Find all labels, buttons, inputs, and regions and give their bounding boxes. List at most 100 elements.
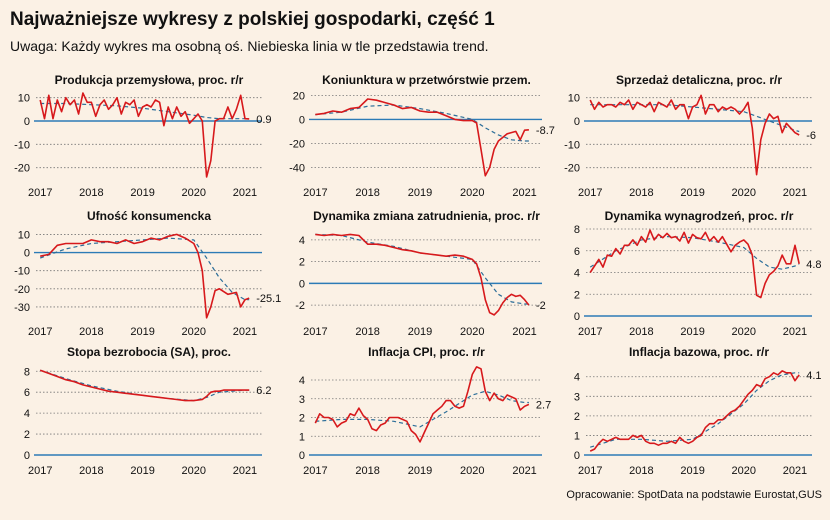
x-tick-label: 2020 [182, 326, 206, 338]
chart-panel: Dynamika zmiana zatrudnienia, proc. r/r 4… [295, 209, 545, 338]
page-title: Najważniejsze wykresy z polskiej gospoda… [10, 9, 495, 30]
y-tick-label: 10 [18, 229, 30, 241]
last-value-label: 4.8 [806, 259, 821, 271]
series-line [589, 229, 800, 299]
y-tick-label: 0 [299, 114, 305, 126]
x-tick-label: 2020 [460, 465, 484, 477]
y-tick-label: 2 [574, 411, 580, 423]
y-tick-label: 6 [574, 246, 580, 258]
chart-panel: Inflacja CPI, proc. r/r 4 3 2 1 0 2017 2018 2019… [299, 345, 551, 477]
trend-line [315, 233, 529, 305]
trend-line [40, 369, 250, 402]
x-tick-label: 2017 [578, 465, 602, 477]
y-tick-label: 2 [574, 289, 580, 301]
x-tick-label: 2020 [460, 326, 484, 338]
y-tick-label: 8 [24, 366, 30, 378]
chart-title: Sprzedaż detaliczna, proc. r/r [616, 73, 782, 87]
y-tick-label: -20 [289, 138, 305, 150]
x-tick-label: 2021 [233, 187, 257, 199]
x-tick-label: 2018 [629, 326, 653, 338]
x-tick-label: 2018 [79, 187, 103, 199]
trend-line [315, 104, 529, 142]
source-note: Opracowanie: SpotData na podstawie Euros… [566, 489, 822, 501]
y-tick-label: 0 [24, 248, 30, 260]
x-tick-label: 2021 [783, 326, 807, 338]
y-tick-label: 3 [299, 394, 305, 406]
chart-panel: Inflacja bazowa, proc. r/r 4 3 2 1 0 2017 2018 2… [574, 345, 822, 477]
y-tick-label: 4 [24, 408, 30, 420]
trend-line [39, 237, 250, 301]
x-tick-label: 2017 [578, 187, 602, 199]
y-tick-label: 0 [299, 278, 305, 290]
y-tick-label: 20 [293, 90, 305, 102]
x-tick-label: 2018 [79, 465, 103, 477]
x-tick-label: 2018 [355, 326, 379, 338]
last-value-label: 0.9 [256, 114, 271, 126]
trend-line [315, 390, 529, 428]
x-tick-label: 2021 [512, 187, 536, 199]
y-tick-label: 2 [24, 429, 30, 441]
chart-panel: Dynamika wynagrodzeń, proc. r/r 8 6 4 2 0 2017… [574, 209, 822, 338]
y-tick-label: 10 [18, 93, 30, 105]
x-tick-label: 2019 [680, 187, 704, 199]
chart-panel: Ufność konsumencka 10 0 -10 -20 -30 2017 2018 20… [14, 209, 281, 338]
series-line [589, 94, 800, 176]
x-tick-label: 2021 [233, 326, 257, 338]
trend-line [589, 235, 800, 270]
x-tick-label: 2017 [303, 187, 327, 199]
last-value-label: -8.7 [536, 125, 555, 137]
x-tick-label: 2017 [578, 326, 602, 338]
x-tick-label: 2019 [408, 465, 432, 477]
chart-panel: Produkcja przemysłowa, proc. r/r 10 0 -10 -2… [14, 73, 271, 199]
y-tick-label: 10 [568, 93, 580, 105]
x-tick-label: 2019 [680, 465, 704, 477]
x-tick-label: 2018 [355, 187, 379, 199]
x-tick-label: 2021 [783, 465, 807, 477]
chart-title: Inflacja CPI, proc. r/r [368, 345, 485, 359]
series-line [315, 233, 530, 316]
y-tick-label: 0 [574, 116, 580, 128]
y-tick-label: -10 [564, 139, 580, 151]
y-tick-label: -10 [14, 266, 30, 278]
x-tick-label: 2021 [512, 465, 536, 477]
y-tick-label: 0 [574, 311, 580, 323]
chart-title: Ufność konsumencka [87, 209, 211, 223]
y-tick-label: 4 [574, 372, 580, 384]
chart-title: Dynamika wynagrodzeń, proc. r/r [605, 209, 794, 223]
page-subtitle: Uwaga: Każdy wykres ma osobną oś. Niebie… [10, 38, 489, 54]
chart-panel: Koniunktura w przetwórstwie przem. 20 0 -20… [289, 73, 555, 199]
x-tick-label: 2019 [408, 187, 432, 199]
series-line [314, 366, 530, 443]
x-tick-label: 2018 [629, 465, 653, 477]
x-tick-label: 2021 [233, 465, 257, 477]
x-tick-label: 2019 [408, 326, 432, 338]
chart-title: Dynamika zmiana zatrudnienia, proc. r/r [313, 209, 540, 223]
x-tick-label: 2017 [303, 326, 327, 338]
last-value-label: -6 [806, 130, 816, 142]
chart-title: Koniunktura w przetwórstwie przem. [322, 73, 531, 87]
x-tick-label: 2020 [182, 187, 206, 199]
x-tick-label: 2020 [732, 326, 756, 338]
chart-panel: Sprzedaż detaliczna, proc. r/r 10 0 -10 -20 2… [564, 73, 816, 199]
y-tick-label: 1 [299, 431, 305, 443]
series-line [39, 369, 250, 402]
y-tick-label: 2 [299, 413, 305, 425]
y-tick-label: -20 [14, 163, 30, 175]
y-tick-label: 0 [24, 116, 30, 128]
series-line [40, 233, 250, 319]
x-tick-label: 2020 [182, 465, 206, 477]
series-line [39, 92, 250, 178]
last-value-label: 4.1 [806, 370, 821, 382]
series-line [315, 98, 529, 177]
x-tick-label: 2020 [460, 187, 484, 199]
x-tick-label: 2017 [28, 465, 52, 477]
x-tick-label: 2019 [130, 326, 154, 338]
y-tick-label: 0 [574, 450, 580, 462]
chart-panel: Stopa bezrobocia (SA), proc. 8 6 4 2 0 2017 201… [24, 345, 272, 477]
y-tick-label: 2 [299, 257, 305, 269]
chart-title: Inflacja bazowa, proc. r/r [629, 345, 769, 359]
chart-title: Produkcja przemysłowa, proc. r/r [55, 73, 244, 87]
x-tick-label: 2017 [28, 326, 52, 338]
y-tick-label: 0 [299, 450, 305, 462]
